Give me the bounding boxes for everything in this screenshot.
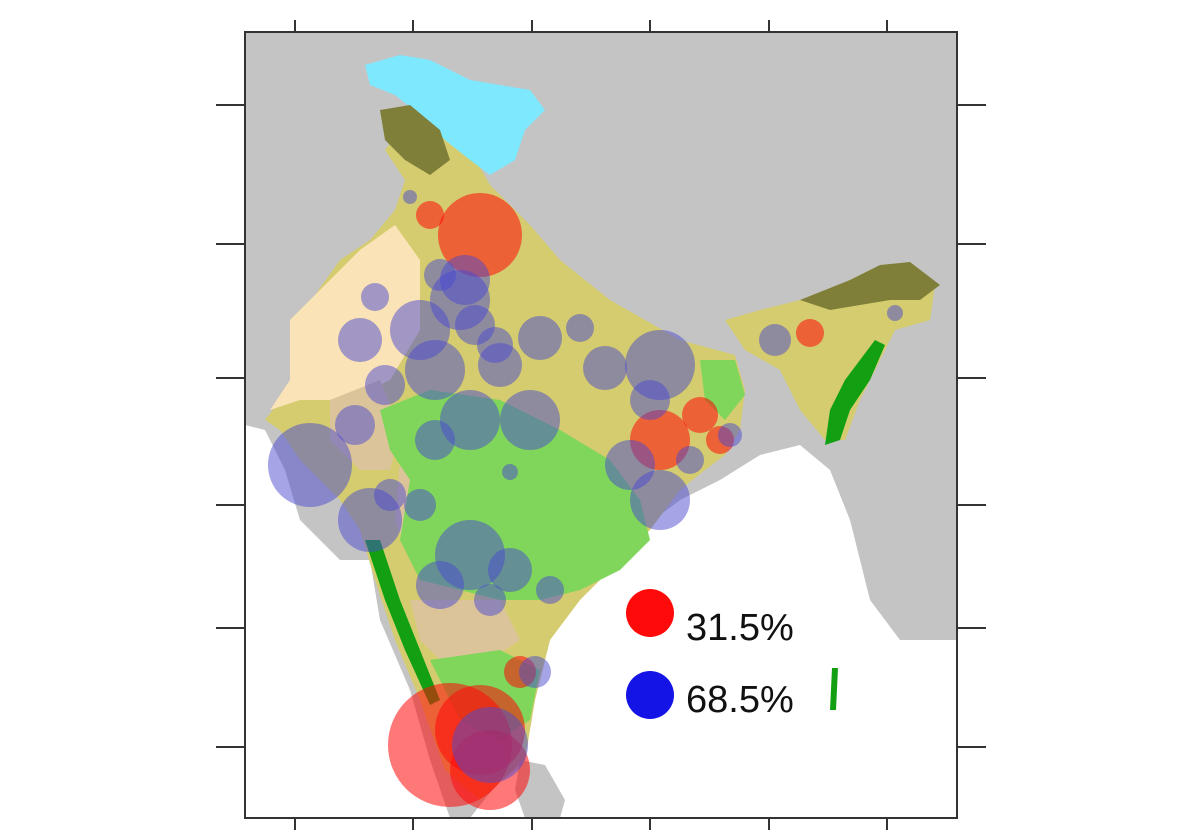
blue-marker <box>405 340 465 400</box>
blue-marker <box>374 479 406 511</box>
red-marker <box>416 201 444 229</box>
blue-marker <box>365 365 405 405</box>
axis-ticks <box>216 20 986 830</box>
blue-marker <box>403 190 417 204</box>
bay-of-bengal <box>470 445 957 818</box>
moss-region-north <box>380 105 450 175</box>
blue-marker <box>335 405 375 445</box>
western-ghats <box>365 540 440 705</box>
blue-marker <box>338 318 382 362</box>
blue-marker <box>887 305 903 321</box>
andaman-islands <box>830 668 838 710</box>
legend-red-marker <box>626 589 674 637</box>
blue-marker <box>536 576 564 604</box>
blue-marker <box>474 584 506 616</box>
blue-marker <box>361 283 389 311</box>
blue-marker <box>416 561 464 609</box>
blue-marker <box>676 446 704 474</box>
blue-marker <box>452 707 528 783</box>
northeast-green <box>825 340 885 445</box>
legend-blue-label: 68.5% <box>686 679 794 721</box>
blue-marker <box>759 324 791 356</box>
red-marker <box>682 397 718 433</box>
desert-region <box>270 225 420 410</box>
legend-blue-marker <box>626 671 674 719</box>
blue-marker <box>488 548 532 592</box>
northeast-region <box>725 265 935 440</box>
blue-marker <box>630 380 670 420</box>
blue-marker <box>404 489 436 521</box>
blue-marker <box>630 470 690 530</box>
blue-marker <box>268 423 352 507</box>
marker-group <box>268 190 903 810</box>
blue-marker <box>718 423 742 447</box>
blue-marker <box>415 420 455 460</box>
blue-marker <box>566 314 594 342</box>
blue-marker <box>518 316 562 360</box>
map-frame <box>244 31 958 819</box>
blue-marker <box>478 343 522 387</box>
northeast-moss <box>800 262 940 310</box>
blue-marker <box>502 464 518 480</box>
blue-marker <box>500 390 560 450</box>
legend-red-label: 31.5% <box>686 607 794 649</box>
snow-region <box>365 55 545 175</box>
blue-marker <box>440 390 500 450</box>
red-marker <box>796 319 824 347</box>
blue-marker <box>519 656 551 688</box>
blue-marker <box>583 346 627 390</box>
legend: 31.5% 68.5% <box>626 589 794 721</box>
